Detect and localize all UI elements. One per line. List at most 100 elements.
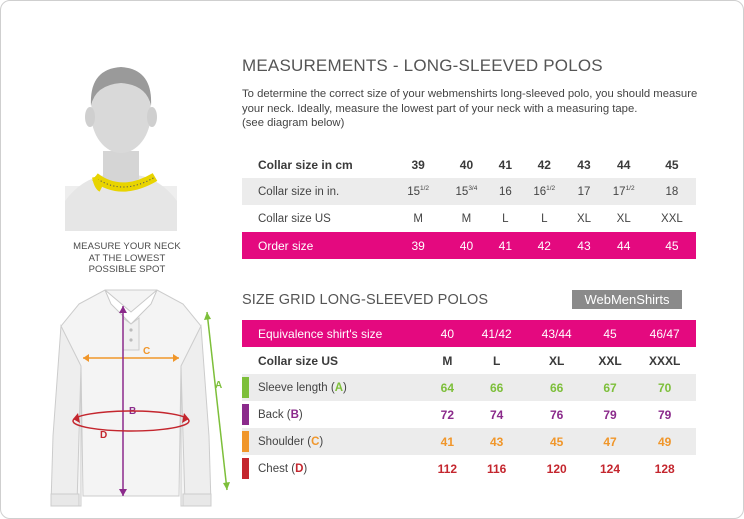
row-label: Shoulder (C) — [242, 428, 428, 455]
table-cell: XXL — [598, 353, 622, 368]
table-row: Collar size US M L XL XXL XXXL — [242, 347, 696, 374]
table-cell: 116 — [486, 461, 507, 476]
table-cell: 171/2 — [599, 178, 648, 205]
table-cell: 64 — [428, 374, 467, 401]
caption-line: POSSIBLE SPOT — [88, 264, 166, 275]
table-cell: 70 — [633, 374, 696, 401]
color-marker — [242, 404, 249, 425]
caption-line: MEASURE YOUR NECK — [73, 241, 181, 252]
head-neck-illustration — [65, 67, 177, 231]
table-cell: 151/2 — [394, 178, 443, 205]
row-label: Collar size US — [258, 353, 339, 368]
table-cell: M — [413, 212, 423, 225]
page-title: MEASUREMENTS - LONG-SLEEVED POLOS — [242, 56, 603, 75]
intro-line: (see diagram below) — [242, 117, 345, 129]
table-cell: 124 — [599, 461, 620, 476]
intro-line: your neck. Ideally, measure the lowest p… — [242, 102, 638, 115]
brand-badge: WebMenShirts — [572, 290, 682, 309]
row-label: Order size — [242, 232, 394, 259]
table-cell: 44 — [617, 157, 631, 172]
intro-text: To determine the correct size of your we… — [242, 87, 698, 131]
table-cell: 120 — [546, 461, 567, 476]
size-grid-table: Equivalence shirt's size 40 41/42 43/44 … — [242, 320, 696, 482]
neck-measure-caption: MEASURE YOUR NECK AT THE LOWEST POSSIBLE… — [57, 241, 197, 276]
row-label: Back (B) — [242, 401, 428, 428]
polo-shirt-illustration: C B D A — [50, 289, 230, 507]
table-cell: 40 — [459, 157, 474, 172]
size-grid-heading: SIZE GRID LONG-SLEEVED POLOS — [242, 292, 489, 308]
table-cell: 41/42 — [466, 320, 527, 347]
table-cell: 40 — [442, 232, 491, 259]
table-cell: 67 — [586, 374, 634, 401]
table-cell: 43 — [568, 232, 600, 259]
table-cell: 43 — [466, 428, 527, 455]
chest-row: Chest (D) 112 116 120 124 128 — [242, 455, 696, 482]
table-cell: 79 — [603, 407, 617, 422]
table-cell: M — [442, 353, 453, 368]
table-cell: 112 — [437, 461, 458, 476]
row-label: Collar size US — [258, 212, 331, 225]
table-cell: 39 — [411, 157, 425, 172]
shirt-label-d: D — [100, 430, 107, 441]
color-marker — [242, 377, 249, 398]
table-row: Collar size in cm 39 40 41 42 43 44 45 — [242, 151, 696, 178]
table-cell: M — [461, 212, 472, 225]
row-label: Sleeve length (A) — [242, 374, 428, 401]
table-cell: 44 — [599, 232, 648, 259]
back-row: Back (B) 72 74 76 79 79 — [242, 401, 696, 428]
table-cell: 41 — [428, 428, 467, 455]
table-cell: 74 — [489, 407, 504, 422]
table-cell: 18 — [647, 178, 696, 205]
color-marker — [242, 458, 249, 479]
table-cell: 66 — [466, 374, 527, 401]
table-cell: 128 — [654, 461, 675, 476]
table-cell: XL — [616, 212, 631, 225]
collar-size-table: Collar size in cm 39 40 41 42 43 44 45 C… — [242, 151, 696, 259]
table-cell: 39 — [394, 232, 443, 259]
table-cell: 76 — [549, 407, 564, 422]
table-cell: 72 — [440, 407, 455, 422]
intro-line: To determine the correct size of your we… — [242, 88, 698, 100]
equivalence-row: Equivalence shirt's size 40 41/42 43/44 … — [242, 320, 696, 347]
table-cell: 16 — [490, 178, 521, 205]
table-cell: L — [493, 353, 501, 368]
table-row: Collar size in in. 151/2 153/4 16 161/2 … — [242, 178, 696, 205]
shoulder-row: Shoulder (C) 41 43 45 47 49 — [242, 428, 696, 455]
table-cell: 47 — [586, 428, 634, 455]
table-cell: 43 — [577, 157, 591, 172]
row-label: Collar size in cm — [258, 157, 353, 172]
table-cell: 66 — [526, 374, 587, 401]
table-cell: 79 — [657, 407, 672, 422]
table-cell: XXXL — [648, 353, 681, 368]
row-label: Chest (D) — [242, 455, 428, 482]
shirt-label-c: C — [143, 346, 150, 357]
table-cell: 46/47 — [633, 320, 696, 347]
row-label: Equivalence shirt's size — [242, 320, 428, 347]
table-cell: L — [502, 212, 509, 225]
table-cell: 42 — [520, 232, 569, 259]
caption-line: AT THE LOWEST — [88, 252, 166, 264]
table-cell: XL — [576, 212, 592, 225]
table-cell: 153/4 — [442, 178, 491, 205]
table-cell: 41 — [498, 157, 513, 172]
table-cell: 45 — [526, 428, 587, 455]
table-cell: 45 — [586, 320, 634, 347]
table-cell: XXL — [661, 212, 683, 225]
row-label: Collar size in in. — [242, 178, 394, 205]
table-cell: 41 — [490, 232, 521, 259]
table-cell: L — [541, 212, 548, 225]
table-cell: 45 — [647, 232, 696, 259]
table-cell: 45 — [665, 157, 679, 172]
color-marker — [242, 431, 249, 452]
table-cell: 161/2 — [520, 178, 569, 205]
table-row: Collar size US M M L L XL XL XXL — [242, 205, 696, 232]
table-cell: 17 — [568, 178, 600, 205]
table-cell: XL — [549, 353, 565, 368]
order-size-row: Order size 39 40 41 42 43 44 45 — [242, 232, 696, 259]
shirt-label-a: A — [215, 380, 222, 391]
table-cell: 42 — [537, 157, 551, 172]
sleeve-length-row: Sleeve length (A) 64 66 66 67 70 — [242, 374, 696, 401]
table-cell: 43/44 — [526, 320, 587, 347]
table-cell: 49 — [633, 428, 696, 455]
